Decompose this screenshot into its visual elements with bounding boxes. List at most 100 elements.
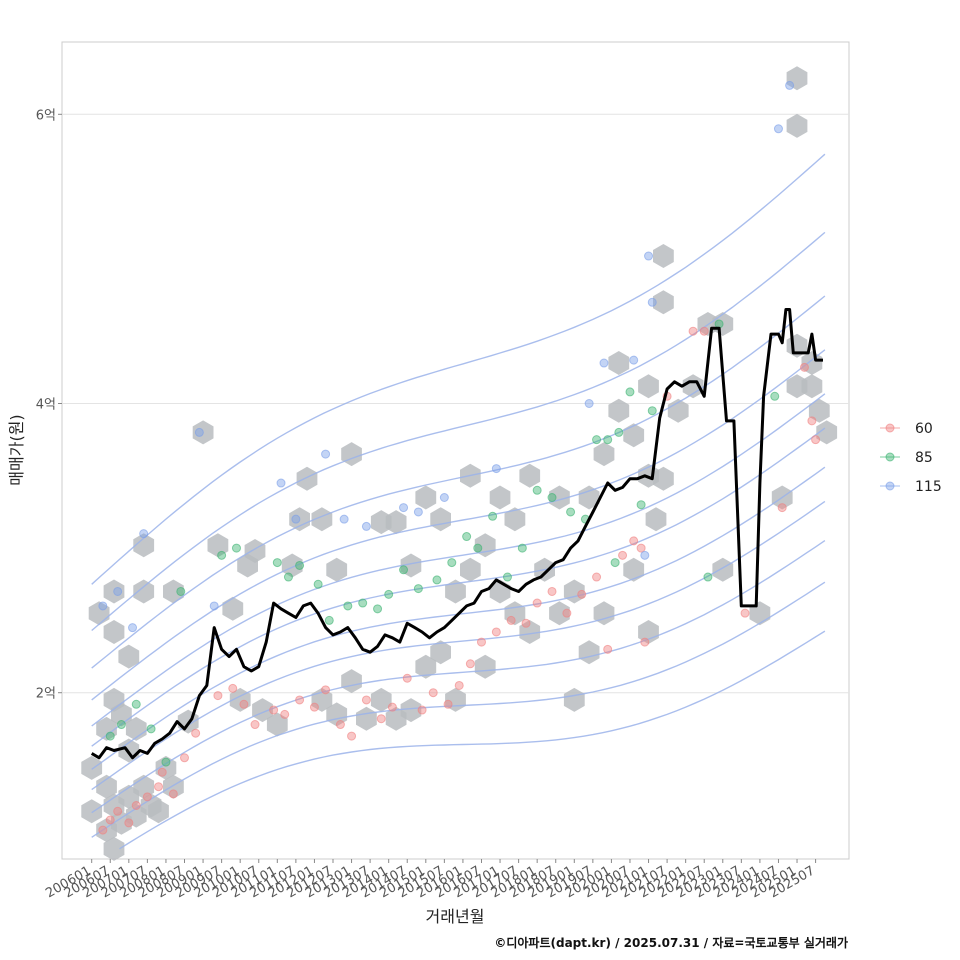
point-85 [473, 543, 483, 553]
y-tick-label: 2억 [36, 687, 56, 702]
point-60 [387, 702, 397, 712]
point-115 [139, 529, 149, 539]
legend-key-dot [885, 481, 895, 491]
point-115 [98, 601, 108, 611]
point-60 [618, 550, 628, 560]
hex-bin [549, 601, 570, 626]
hex-bin [385, 510, 407, 535]
hex-bin [519, 463, 541, 488]
point-85 [703, 572, 713, 582]
point-115 [599, 358, 609, 368]
legend-key-dot [885, 452, 895, 462]
point-60 [428, 688, 438, 698]
y-tick-label: 6억 [36, 108, 56, 123]
point-85 [146, 724, 156, 734]
hex-bin [81, 755, 103, 780]
point-85 [714, 319, 724, 329]
hex-bin [326, 557, 348, 582]
density-contour [91, 153, 826, 585]
hex-bin [645, 507, 667, 532]
point-60 [361, 695, 371, 705]
point-85 [295, 560, 305, 570]
hex-bin [415, 654, 437, 679]
point-115 [339, 514, 349, 524]
point-115 [439, 492, 449, 502]
point-85 [532, 485, 542, 495]
hex-bin [222, 596, 244, 621]
point-115 [291, 514, 301, 524]
density-contour [91, 231, 826, 632]
caption: ©디아파트(dapt.kr) / 2025.07.31 / 자료=국토교통부 실… [494, 935, 848, 950]
point-60 [335, 720, 345, 730]
point-85 [384, 589, 394, 599]
hex-bin [266, 712, 288, 737]
point-60 [521, 618, 531, 628]
point-60 [376, 714, 386, 724]
hex-bin [682, 374, 704, 399]
hex-bin [133, 579, 155, 604]
point-60 [239, 699, 249, 709]
median-price-line [90, 308, 823, 760]
x-axis-ticks: 2006012006072007012007072008012008072009… [43, 859, 818, 901]
point-60 [250, 720, 260, 730]
x-axis-title: 거래년월 [426, 907, 485, 926]
hex-bin [623, 423, 645, 448]
point-60 [213, 691, 223, 701]
hex-bin [96, 716, 117, 741]
hex-bin [593, 442, 615, 467]
point-60 [577, 589, 587, 599]
point-60 [777, 503, 787, 513]
point-115 [399, 503, 409, 513]
point-85 [272, 558, 282, 568]
point-85 [105, 731, 115, 741]
hex-bin [103, 620, 125, 644]
point-60 [799, 362, 809, 372]
point-60 [547, 586, 557, 596]
point-85 [603, 435, 613, 445]
hex-bin [638, 374, 659, 399]
point-60 [603, 644, 613, 654]
hex-bin [653, 290, 674, 315]
hex-bin [460, 557, 481, 582]
point-85 [217, 550, 227, 560]
point-85 [283, 572, 293, 582]
hex-bin [96, 774, 117, 799]
legend-label: 85 [915, 450, 933, 466]
point-115 [773, 124, 783, 134]
point-85 [313, 579, 323, 589]
point-60 [699, 326, 709, 336]
point-85 [566, 507, 576, 517]
hex-bin [103, 836, 125, 861]
legend-key-dot [885, 423, 895, 433]
median-line [90, 308, 823, 760]
legend: 60 85 115 [880, 421, 942, 495]
point-85 [176, 586, 186, 596]
point-85 [636, 500, 646, 510]
point-60 [476, 637, 486, 647]
point-60 [105, 815, 115, 825]
point-60 [491, 627, 501, 637]
scatter-points [98, 80, 821, 835]
point-115 [113, 586, 123, 596]
point-115 [584, 399, 594, 409]
hex-bin [252, 698, 273, 723]
point-115 [128, 623, 138, 633]
point-60 [636, 543, 646, 553]
point-115 [276, 478, 286, 488]
density-contour [91, 295, 826, 669]
hex-bin [148, 799, 169, 824]
hex-bin [370, 687, 392, 712]
point-85 [161, 757, 171, 767]
hex-bin [653, 466, 674, 491]
point-60 [295, 695, 305, 705]
legend-label: 60 [915, 421, 933, 437]
point-60 [592, 572, 602, 582]
point-60 [113, 806, 123, 816]
hex-bin [445, 579, 466, 604]
density-contour [91, 427, 826, 747]
hex-bin [712, 557, 734, 582]
point-85 [413, 584, 423, 594]
hex-bin [593, 601, 615, 626]
hex-bin [118, 644, 140, 669]
point-85 [231, 543, 241, 553]
